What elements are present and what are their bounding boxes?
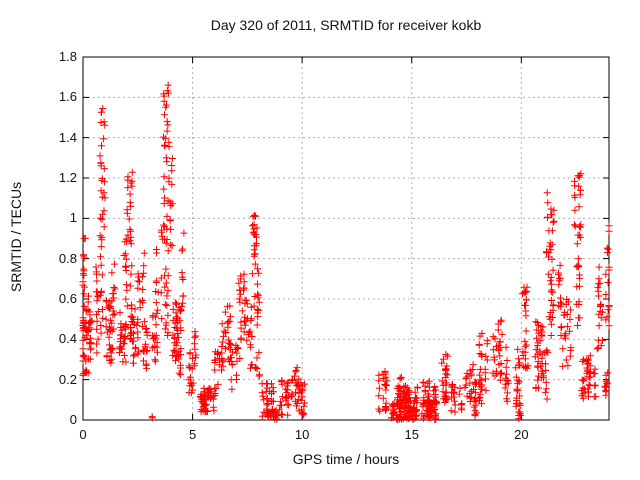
y-tick-label: 0.4 [58, 331, 77, 347]
y-tick-label: 1.4 [58, 129, 77, 145]
x-tick-label: 5 [188, 427, 197, 442]
y-axis-label: SRMTID / TECUs [8, 181, 24, 293]
y-tick-label: 1.2 [58, 170, 77, 185]
y-tick-label: 1.6 [58, 89, 77, 105]
x-tick-label: 10 [294, 427, 310, 442]
x-axis-label: GPS time / hours [292, 451, 400, 467]
y-tick-label: 0.8 [58, 250, 77, 266]
x-tick-label: 20 [514, 427, 529, 442]
x-tick-label: 0 [79, 427, 87, 442]
chart-title: Day 320 of 2011, SRMTID for receiver kok… [210, 17, 482, 33]
y-tick-label: 1.8 [58, 49, 77, 64]
y-tick-label: 0.2 [58, 371, 77, 387]
y-tick-label: 0 [69, 412, 77, 427]
x-tick-label: 15 [404, 427, 419, 442]
gridlines [83, 57, 609, 420]
y-tick-label: 0.6 [58, 291, 77, 306]
y-tick-label: 1 [69, 210, 77, 226]
data-points [79, 81, 613, 424]
